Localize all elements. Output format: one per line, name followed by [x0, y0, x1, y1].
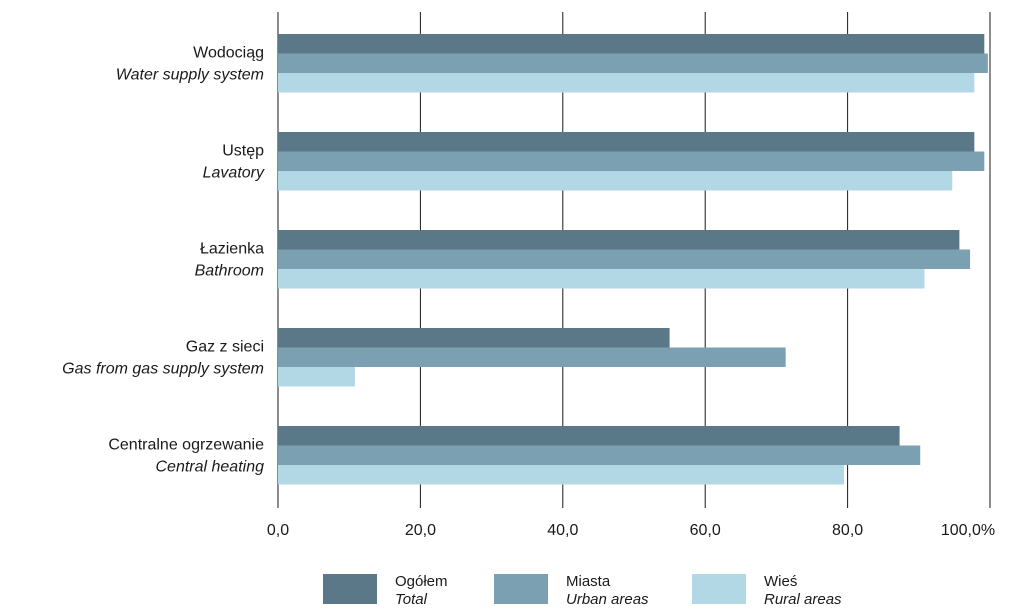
x-tick-label: 40,0	[547, 522, 578, 539]
bar	[278, 132, 975, 152]
category-label: Łazienka	[200, 240, 264, 257]
category-sublabel: Water supply system	[116, 66, 264, 83]
bar	[278, 426, 900, 446]
bar	[278, 328, 670, 348]
bar	[278, 367, 355, 387]
category-labels: Wodociąg Water supply system Ustęp Lavatory…	[62, 44, 265, 475]
x-tick-label: 0,0	[267, 522, 289, 539]
bar	[278, 73, 975, 93]
x-tick-label: 60,0	[690, 522, 721, 539]
bar	[278, 465, 845, 485]
category-label: Wodociąg	[193, 44, 264, 61]
category-sublabel: Gas from gas supply system	[62, 360, 264, 377]
category-label: Gaz z sieci	[186, 338, 264, 355]
x-tick-labels: 0,0 20,0 40,0 60,0 80,0 100,0%	[267, 522, 995, 539]
legend-sublabel: Rural areas	[764, 591, 842, 608]
category-label: Centralne ogrzewanie	[108, 436, 264, 453]
legend-swatch	[323, 574, 377, 604]
legend-label: Wieś	[764, 573, 797, 590]
legend-swatch	[692, 574, 746, 604]
bar	[278, 171, 953, 191]
bar	[278, 230, 960, 250]
legend-label: Ogółem	[395, 573, 448, 590]
category-sublabel: Lavatory	[203, 164, 265, 181]
legend-sublabel: Urban areas	[566, 591, 649, 608]
bar	[278, 34, 985, 54]
bar	[278, 151, 985, 171]
x-tick-label: 100,0%	[941, 522, 995, 539]
bar	[278, 347, 786, 367]
x-tick-label: 80,0	[832, 522, 863, 539]
legend-sublabel: Total	[395, 591, 428, 608]
bar	[278, 445, 921, 465]
legend-label: Miasta	[566, 573, 611, 590]
category-sublabel: Bathroom	[195, 262, 264, 279]
bar	[278, 249, 971, 269]
bar	[278, 269, 925, 289]
bar	[278, 53, 988, 73]
category-label: Ustęp	[222, 142, 264, 159]
category-sublabel: Central heating	[155, 458, 264, 475]
x-tick-label: 20,0	[405, 522, 436, 539]
bars	[278, 34, 988, 485]
legend-swatch	[494, 574, 548, 604]
